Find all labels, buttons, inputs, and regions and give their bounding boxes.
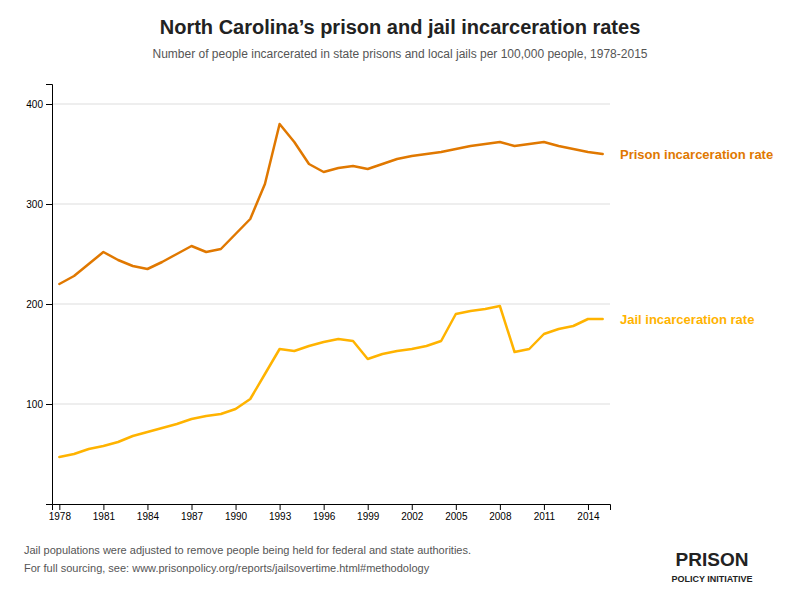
- series-line: [59, 306, 602, 457]
- y-tick: 200: [26, 299, 52, 310]
- x-tick-label: 1987: [181, 511, 204, 522]
- y-tick: 100: [26, 399, 52, 410]
- grid-line: [52, 104, 610, 105]
- x-tick: 1984: [137, 504, 160, 522]
- x-tick-label: 2005: [445, 511, 468, 522]
- x-tick-label: 1984: [137, 511, 160, 522]
- x-tick-label: 1981: [93, 511, 116, 522]
- x-tick-mark: [544, 504, 545, 510]
- footnote: For full sourcing, see: www.prisonpolicy…: [24, 562, 430, 574]
- x-tick-label: 1993: [269, 511, 292, 522]
- x-tick: 1981: [93, 504, 116, 522]
- x-tick-mark: [588, 504, 589, 510]
- x-tick-mark: [324, 504, 325, 510]
- logo-text: POLICY INITIATIVE: [671, 574, 752, 584]
- x-tick: 2008: [489, 504, 512, 522]
- x-tick-label: 2014: [577, 511, 600, 522]
- y-tick-mark: [46, 404, 52, 405]
- y-tick-mark: [46, 204, 52, 205]
- series-label: Jail incarceration rate: [620, 312, 754, 327]
- x-tick: 1978: [49, 504, 72, 522]
- y-tick-label: 200: [26, 299, 43, 310]
- x-tick-label: 1978: [49, 511, 72, 522]
- x-tick-label: 2011: [534, 511, 556, 522]
- x-tick-mark: [103, 504, 104, 510]
- x-tick: 2005: [445, 504, 468, 522]
- x-tick: 1999: [357, 504, 380, 522]
- x-tick: 1996: [313, 504, 336, 522]
- x-tick: 1987: [181, 504, 204, 522]
- x-tick-mark: [500, 504, 501, 510]
- x-tick-label: 1999: [357, 511, 380, 522]
- y-axis: 100 200 300 400: [26, 85, 52, 505]
- y-tick-label: 100: [26, 399, 43, 410]
- x-tick: 2014: [577, 504, 600, 522]
- x-axis-line: [53, 505, 611, 511]
- x-tick-mark: [192, 504, 193, 510]
- x-axis: 1978 1981 1984 1987 1990 1993 1996 1999 2002 2005…: [49, 504, 611, 522]
- y-axis-line: [46, 85, 53, 505]
- y-tick-label: 300: [26, 199, 43, 210]
- lines: [59, 124, 602, 457]
- x-tick: 2011: [534, 504, 556, 522]
- x-tick: 1993: [269, 504, 292, 522]
- subtitle: Number of people incarcerated in state p…: [153, 47, 648, 61]
- x-tick-label: 1990: [225, 511, 248, 522]
- line-labels: Prison incarceration rate Jail incarcerat…: [620, 147, 773, 327]
- series-line: [59, 124, 602, 284]
- x-tick: 1990: [225, 504, 248, 522]
- grid-line: [52, 304, 610, 305]
- x-tick-mark: [456, 504, 457, 510]
- x-tick-label: 2002: [401, 511, 424, 522]
- y-tick: 300: [26, 199, 52, 210]
- x-tick-mark: [59, 504, 60, 510]
- grid: [52, 104, 610, 404]
- x-tick-mark: [412, 504, 413, 510]
- y-tick-label: 400: [26, 99, 43, 110]
- series-label: Prison incarceration rate: [620, 147, 773, 162]
- plot-area: 1978 1981 1984 1987 1990 1993 1996 1999 2002 2005…: [26, 85, 773, 523]
- title: North Carolina’s prison and jail incarce…: [160, 16, 641, 38]
- y-tick-mark: [46, 104, 52, 105]
- y-tick: 400: [26, 99, 52, 110]
- x-tick: 2002: [401, 504, 424, 522]
- footnote: Jail populations were adjusted to remove…: [24, 544, 471, 556]
- grid-line: [52, 204, 610, 205]
- x-tick-mark: [236, 504, 237, 510]
- x-tick-mark: [368, 504, 369, 510]
- x-tick-mark: [147, 504, 148, 510]
- chart: North Carolina’s prison and jail incarce…: [0, 0, 800, 600]
- grid-line: [52, 404, 610, 405]
- x-tick-mark: [280, 504, 281, 510]
- x-tick-label: 1996: [313, 511, 336, 522]
- x-tick-label: 2008: [489, 511, 512, 522]
- y-tick-mark: [46, 304, 52, 305]
- logo-text: PRISON: [676, 549, 749, 570]
